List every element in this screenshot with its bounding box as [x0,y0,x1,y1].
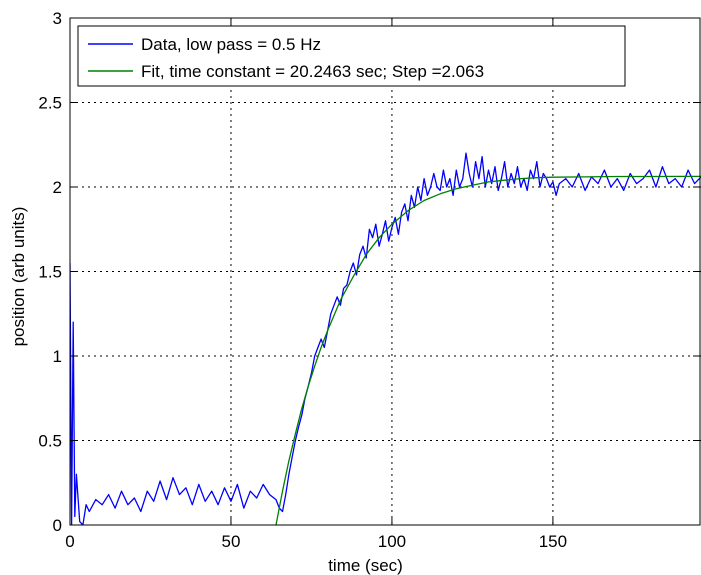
y-tick-label: 0.5 [38,432,62,451]
series-layer [70,152,701,525]
y-axis-title: position (arb units) [9,207,28,347]
x-tick-label: 150 [539,532,567,551]
legend-label-data: Data, low pass = 0.5 Hz [141,35,321,54]
y-tick-label: 0 [53,516,62,535]
y-tick-label: 1.5 [38,263,62,282]
legend-label-fit: Fit, time constant = 20.2463 sec; Step =… [141,62,484,81]
series-line-fit [275,175,701,525]
x-tick-label: 100 [378,532,406,551]
x-axis-title: time (sec) [328,556,403,575]
legend-box [77,25,626,87]
series-line-data [70,152,701,525]
y-tick-label: 3 [53,9,62,28]
legend: Data, low pass = 0.5 Hz Fit, time consta… [77,25,626,87]
y-tick-label: 2.5 [38,94,62,113]
x-tick-label: 50 [222,532,241,551]
x-tick-label: 0 [65,532,74,551]
axis-ticks: 0 50 100 150 0 0.5 1 1.5 2 2.5 3 [38,9,700,551]
y-tick-label: 1 [53,347,62,366]
grid [70,18,701,525]
y-tick-label: 2 [53,178,62,197]
